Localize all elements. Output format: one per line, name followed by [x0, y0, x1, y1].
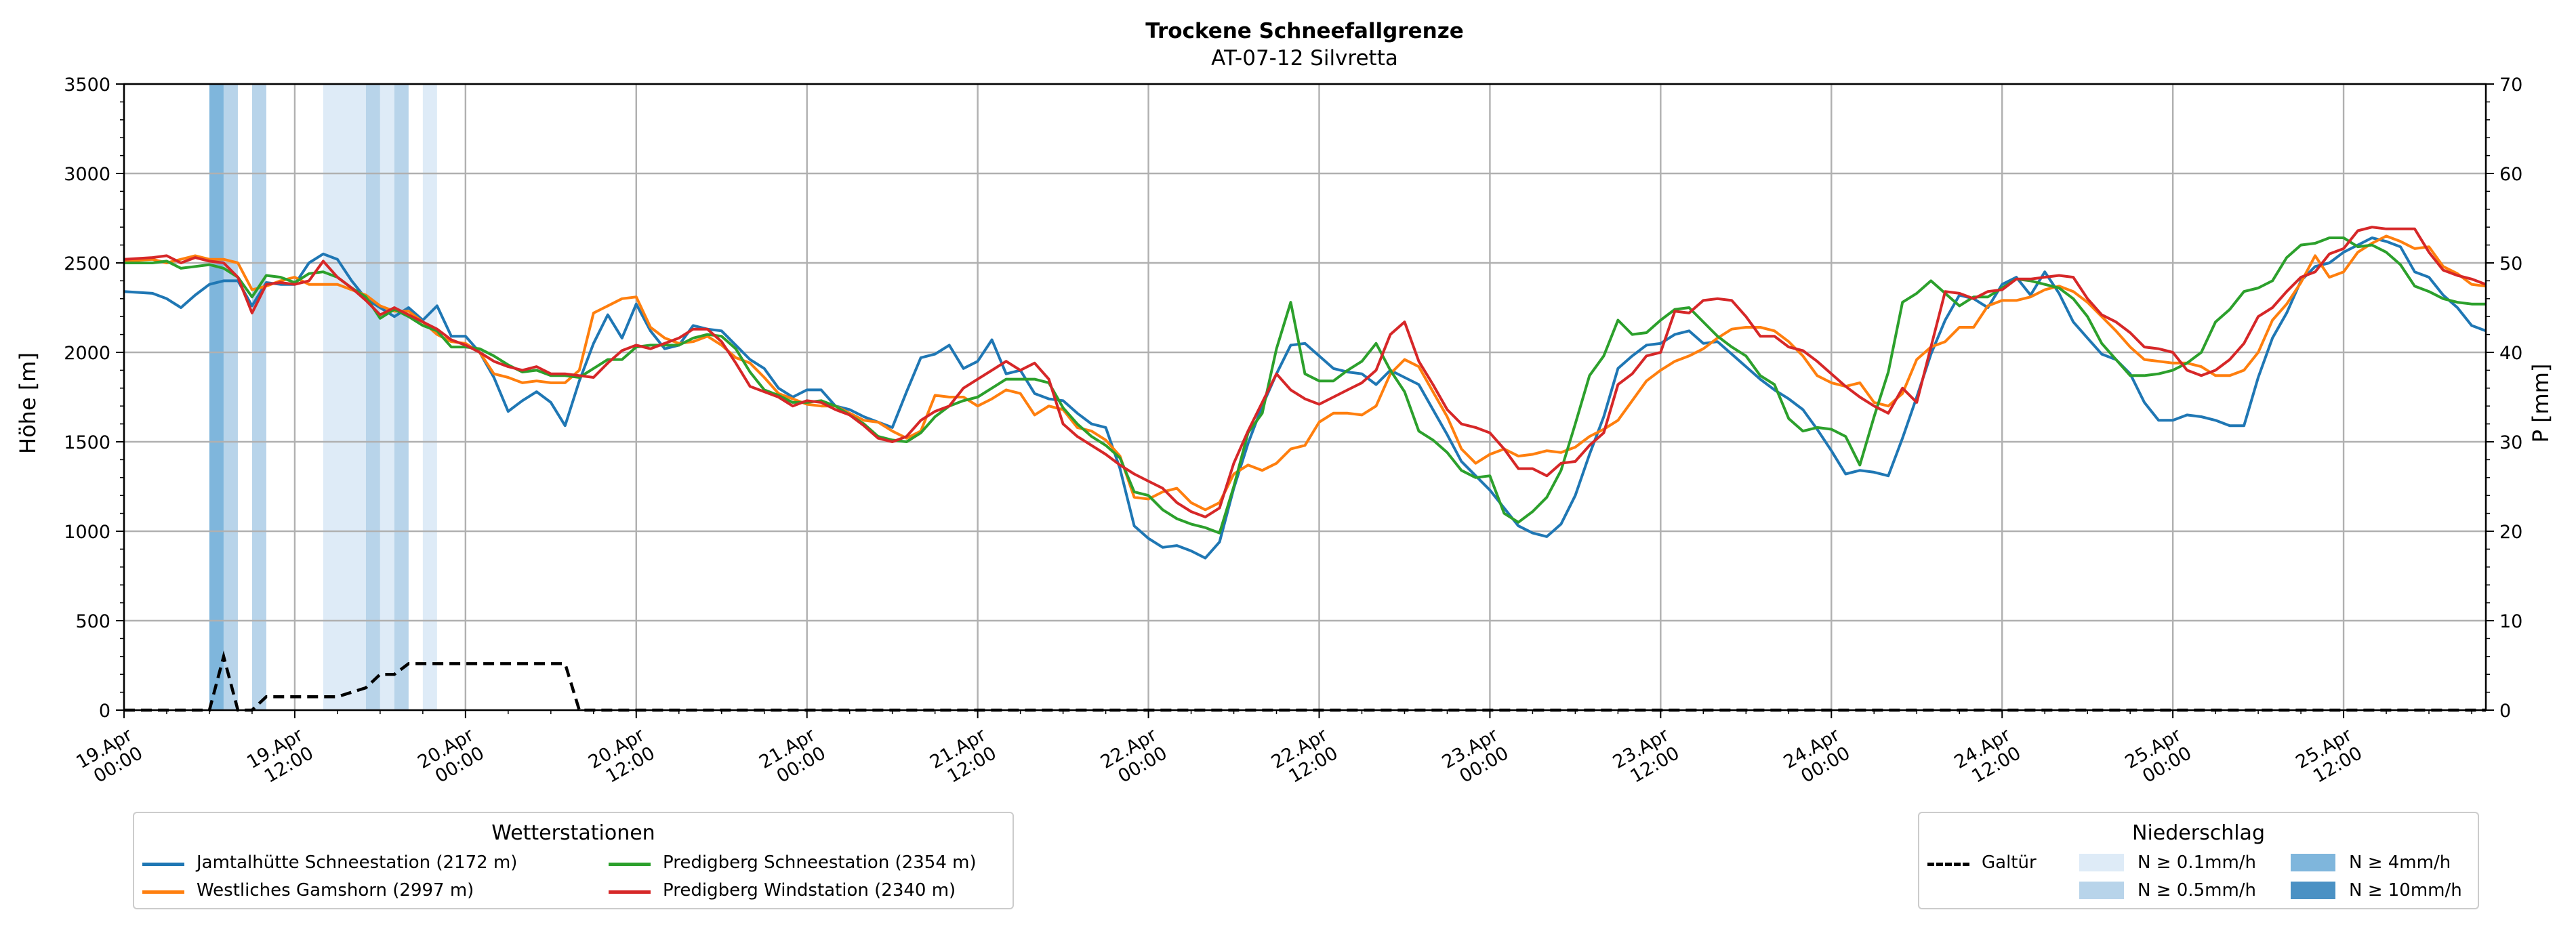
chart-subtitle: AT-07-12 Silvretta [1211, 46, 1398, 70]
precip-band [323, 84, 366, 710]
legend-item-precip-4: N ≥ 4mm/h [2349, 852, 2451, 873]
y2-tick-label: 60 [2499, 164, 2522, 185]
legend-item-jamtal: Jamtalhütte Schneestation (2172 m) [197, 852, 518, 873]
legend-item-precip-0-1: N ≥ 0.1mm/h [2138, 852, 2257, 873]
x-tick-label: 20.Apr12:00 [585, 724, 659, 791]
precip-band [365, 84, 380, 710]
legend-precipitation-title: Niederschlag [2132, 821, 2265, 845]
legend-precipitation: Niederschlag Galtür N ≥ 0.1mm/h N ≥ 0.5m… [1918, 812, 2479, 909]
legend-swatch-gamshorn [142, 890, 184, 894]
x-tick-label: 22.Apr12:00 [1268, 724, 1342, 791]
legend-item-precip-10: N ≥ 10mm/h [2349, 880, 2462, 901]
y-tick-label: 2500 [64, 253, 110, 274]
legend-stations: Wetterstationen Jamtalhütte Schneestatio… [133, 812, 1014, 909]
precip-band [422, 84, 437, 710]
y-tick-label: 0 [99, 701, 110, 722]
legend-stations-title: Wetterstationen [491, 821, 655, 845]
plot-frame [123, 83, 2487, 711]
series-lines [123, 226, 2487, 712]
precip-band [209, 84, 224, 710]
y2-tick-label: 40 [2499, 343, 2522, 364]
y2-tick-label: 20 [2499, 522, 2522, 543]
y2-tick-label: 70 [2499, 75, 2522, 96]
legend-swatch-precip-10 [2291, 882, 2335, 899]
legend-item-galtuer: Galtür [1982, 852, 2037, 873]
y2-tick-label: 0 [2499, 701, 2511, 722]
series-line [123, 234, 2487, 512]
legend-item-predigberg-wind: Predigberg Windstation (2340 m) [663, 880, 956, 901]
y-tick-label: 1000 [64, 522, 110, 543]
x-tick-label: 22.Apr00:00 [1097, 724, 1171, 791]
x-tick-label: 21.Apr00:00 [756, 724, 830, 791]
y2-tick-label: 10 [2499, 611, 2522, 632]
legend-swatch-precip-0-5 [2079, 882, 2124, 899]
y2-axis-label: P [mm] [2528, 364, 2554, 443]
precipitation-sum-line [124, 651, 2486, 712]
x-tick-label: 23.Apr00:00 [1439, 724, 1513, 791]
x-tick-label: 23.Apr12:00 [1610, 724, 1683, 791]
y-tick-label: 1500 [64, 432, 110, 453]
legend-swatch-precip-4 [2291, 854, 2335, 871]
x-tick-label: 19.Apr12:00 [243, 724, 317, 791]
x-tick-label: 24.Apr12:00 [1951, 724, 2025, 791]
x-tick-label: 21.Apr12:00 [926, 724, 1000, 791]
x-tick-label: 20.Apr00:00 [414, 724, 488, 791]
legend-item-precip-0-5: N ≥ 0.5mm/h [2138, 880, 2257, 901]
precip-band [394, 84, 409, 710]
series-line [123, 236, 2487, 560]
legend-swatch-galtuer [1927, 863, 1969, 866]
chart-title: Trockene Schneefallgrenze [1145, 19, 1464, 43]
series-line [124, 236, 2486, 535]
y-tick-label: 3500 [64, 75, 110, 96]
y2-tick-label: 50 [2499, 253, 2522, 274]
x-tick-label: 24.Apr00:00 [1780, 724, 1854, 791]
precip-band [380, 84, 394, 710]
legend-item-gamshorn: Westliches Gamshorn (2997 m) [197, 880, 474, 901]
y2-tick-label: 30 [2499, 432, 2522, 453]
x-tick-label: 25.Apr12:00 [2292, 724, 2366, 791]
precip-band [251, 84, 266, 710]
legend-swatch-predigberg-wind [609, 890, 651, 894]
legend-item-predigberg-schnee: Predigberg Schneestation (2354 m) [663, 852, 977, 873]
legend-swatch-precip-0-1 [2079, 854, 2124, 871]
legend-swatch-jamtal [142, 863, 184, 866]
series-line [123, 226, 2487, 518]
x-tick-label: 25.Apr00:00 [2121, 724, 2195, 791]
legend-swatch-predigberg-schnee [609, 863, 651, 866]
precipitation-bands [209, 84, 437, 710]
grid [123, 83, 2486, 711]
x-tick-label: 19.Apr00:00 [73, 724, 146, 791]
precip-band [223, 84, 238, 710]
y-axis-label: Höhe [m] [15, 352, 41, 454]
y-tick-label: 2000 [64, 343, 110, 364]
axes: 0 500 1000 1500 2000 2500 3000 3500 0 10 20 30 40 50 6… [64, 75, 2522, 791]
y-tick-label: 500 [75, 611, 110, 632]
y-tick-label: 3000 [64, 164, 110, 185]
